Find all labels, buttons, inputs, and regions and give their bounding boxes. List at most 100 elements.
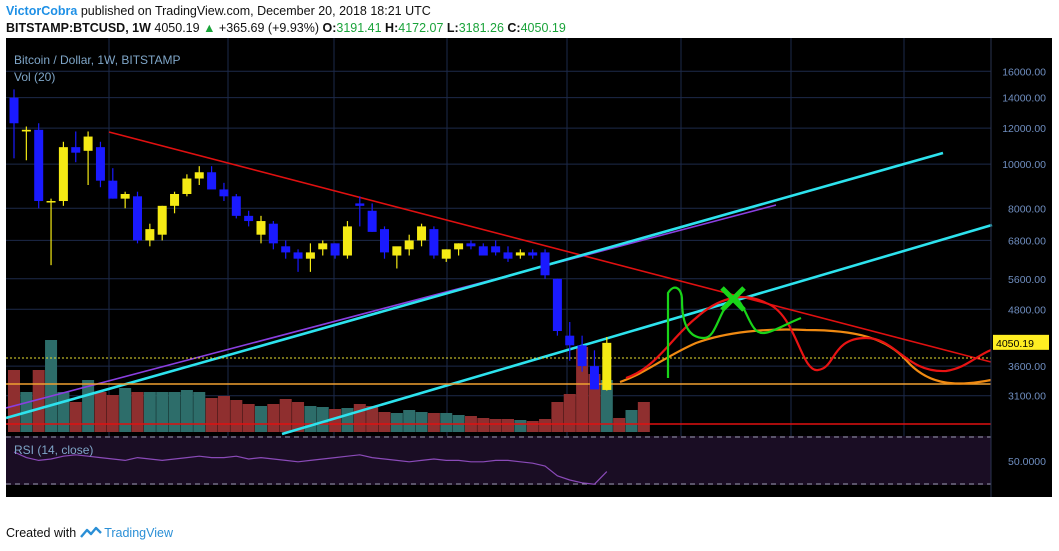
last-price-tag [993, 334, 1049, 350]
candle-body [21, 129, 31, 132]
candle-body [577, 345, 587, 367]
price-tick-label: 12000.00 [1002, 123, 1046, 135]
author-link[interactable]: VictorCobra [6, 4, 78, 18]
candle-body [540, 252, 550, 276]
volume-bar [551, 402, 564, 432]
grid [6, 38, 991, 485]
candle-body [194, 172, 204, 179]
drawings [6, 131, 993, 436]
candle-body [256, 221, 266, 235]
volume-bar [156, 392, 169, 432]
forecast-path-green [666, 286, 802, 378]
volume-bar [143, 392, 156, 432]
candle-body [145, 229, 155, 241]
volume-bar [514, 420, 527, 432]
volume-bars [6, 340, 991, 432]
volume-bar [637, 402, 650, 432]
footer: Created with TradingView [6, 526, 173, 540]
candle-body [466, 243, 476, 247]
symbol-name: BITSTAMP:BTCUSD, 1W [6, 21, 151, 35]
volume-bar [415, 412, 428, 432]
candle-body [429, 229, 439, 256]
price-tick-label: 16000.00 [1002, 66, 1046, 78]
candle-body [46, 201, 56, 203]
volume-bar [94, 392, 107, 432]
candle-body [83, 136, 93, 151]
candle-body [441, 249, 451, 259]
volume-bar [613, 418, 626, 432]
change-arrow-icon: ▲ [203, 21, 216, 35]
low-label: L: [446, 21, 459, 35]
candle-body [293, 252, 303, 259]
candle-body [503, 252, 513, 259]
volume-bar [242, 404, 255, 432]
volume-bar [45, 340, 58, 432]
candle-body [207, 172, 217, 190]
symbol-info: BITSTAMP:BTCUSD, 1W 4050.19 ▲ +365.69 (+… [6, 21, 566, 35]
volume-bar [440, 413, 453, 432]
volume-bar [526, 421, 539, 432]
candle-body [478, 246, 488, 256]
volume-bar [57, 392, 70, 432]
candle-body [170, 193, 180, 206]
candle-body [58, 147, 68, 202]
candle-body [417, 226, 427, 241]
candle-body [589, 366, 599, 390]
volume-legend[interactable]: Vol (20) [14, 70, 56, 84]
high-value: 4172.07 [398, 21, 444, 35]
volume-bar [32, 370, 45, 432]
volume-bar [329, 409, 342, 432]
chart-frame[interactable]: 16000.00 14000.00 12000.00 10000.00 8000.00 6… [6, 38, 1052, 497]
volume-bar [230, 400, 243, 432]
volume-bar [168, 392, 181, 432]
last-price-tag-label: 4050.19 [996, 338, 1034, 350]
price-tick-label: 8000.00 [1008, 203, 1046, 215]
candle-body [404, 240, 414, 250]
axes: 16000.00 14000.00 12000.00 10000.00 8000.00 6… [990, 38, 1049, 497]
overlay [720, 286, 746, 312]
uptrend-channel-cyan-lower [281, 223, 993, 436]
candle-body [157, 205, 167, 235]
candle-body [305, 252, 315, 259]
volume-bar [625, 410, 638, 432]
candle-body [9, 97, 19, 124]
price-chart[interactable]: 16000.00 14000.00 12000.00 10000.00 8000.00 6… [6, 38, 1052, 497]
volume-bar [180, 390, 193, 432]
volume-bar [279, 399, 292, 432]
tradingview-logo[interactable]: TradingView [80, 526, 173, 540]
close-label: C: [507, 21, 521, 35]
candle-body [318, 243, 328, 250]
rsi-line [13, 451, 608, 485]
last-price: 4050.19 [154, 21, 200, 35]
open-value: 3191.41 [336, 21, 382, 35]
price-tick-label: 4800.00 [1008, 304, 1046, 316]
tradingview-icon [80, 526, 103, 538]
candle-body [244, 215, 254, 222]
price-tick-label: 3100.00 [1008, 391, 1046, 403]
candle-body [454, 243, 464, 250]
downtrend-line-red [108, 131, 992, 363]
volume-bar [255, 406, 267, 432]
published-text: published on TradingView.com, December 2… [80, 4, 431, 18]
rsi-legend[interactable]: RSI (14, close) [14, 443, 94, 457]
candle-body [491, 246, 501, 253]
candle-body [330, 243, 340, 256]
candle-body [355, 203, 365, 206]
forecast-path-orange [619, 328, 992, 385]
volume-bar [366, 406, 379, 432]
volume-bar [217, 396, 230, 432]
candle-body [392, 246, 402, 256]
volume-bar [427, 413, 440, 432]
tradingview-brand: TradingView [104, 526, 173, 540]
open-label: O: [322, 21, 337, 35]
price-tick-label: 14000.00 [1002, 93, 1046, 105]
series-legend[interactable]: Bitcoin / Dollar, 1W, BITSTAMP [14, 53, 181, 67]
candle-body [380, 229, 389, 253]
volume-bar [390, 413, 403, 432]
price-tick-label: 3600.00 [1008, 361, 1046, 373]
volume-bar [341, 408, 354, 432]
forecast-path-red [625, 296, 992, 380]
volume-bar [378, 412, 391, 432]
price-tick-label: 10000.00 [1002, 159, 1046, 171]
candle-body [281, 246, 291, 253]
